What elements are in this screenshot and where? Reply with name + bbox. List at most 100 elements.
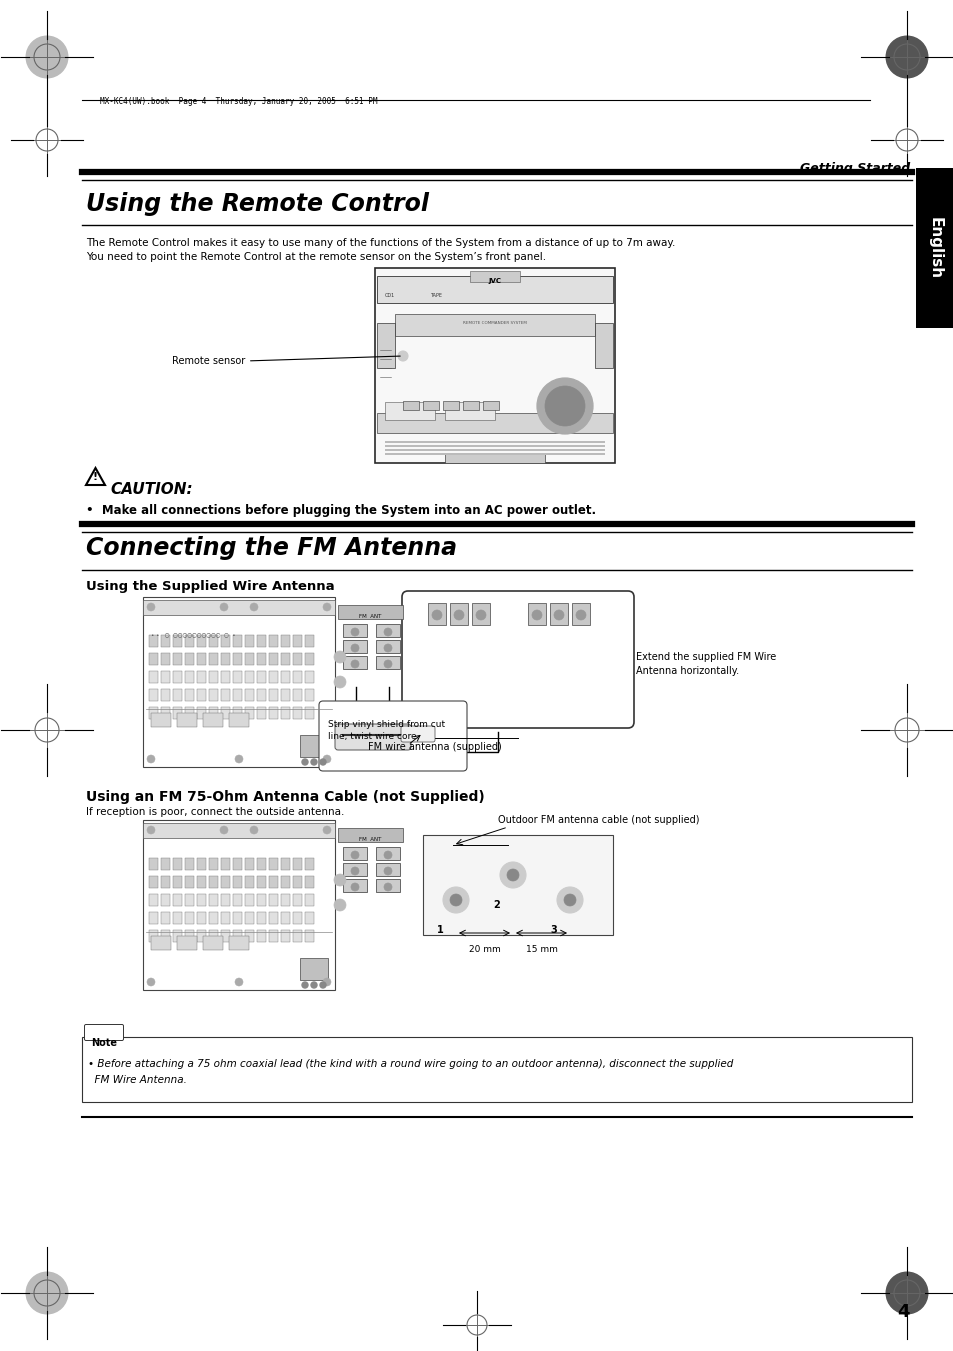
Bar bbox=[196, 875, 206, 888]
Bar bbox=[149, 912, 158, 924]
Bar bbox=[177, 713, 196, 727]
Bar bbox=[281, 653, 290, 665]
Text: 15 mm: 15 mm bbox=[525, 944, 557, 954]
Bar bbox=[151, 713, 171, 727]
Bar bbox=[444, 403, 495, 420]
Bar bbox=[161, 635, 170, 647]
Bar bbox=[376, 323, 395, 367]
Bar bbox=[343, 657, 367, 669]
Circle shape bbox=[323, 825, 331, 834]
Circle shape bbox=[319, 982, 326, 988]
Bar bbox=[245, 635, 253, 647]
Circle shape bbox=[351, 851, 358, 859]
FancyBboxPatch shape bbox=[401, 590, 634, 728]
Circle shape bbox=[311, 759, 316, 765]
Bar bbox=[209, 707, 218, 719]
Bar bbox=[177, 936, 196, 950]
Bar bbox=[143, 597, 335, 767]
Bar bbox=[299, 958, 328, 979]
Bar bbox=[196, 912, 206, 924]
Bar bbox=[572, 603, 589, 626]
Bar bbox=[385, 453, 604, 455]
Bar bbox=[185, 635, 193, 647]
Circle shape bbox=[319, 759, 326, 765]
Bar bbox=[196, 671, 206, 684]
Bar bbox=[221, 635, 230, 647]
Circle shape bbox=[442, 888, 469, 913]
Bar bbox=[269, 653, 277, 665]
Circle shape bbox=[334, 676, 346, 688]
Bar bbox=[172, 912, 182, 924]
Bar bbox=[209, 671, 218, 684]
Circle shape bbox=[334, 651, 346, 663]
Bar bbox=[305, 875, 314, 888]
Bar bbox=[269, 858, 277, 870]
Bar bbox=[82, 1038, 911, 1102]
Bar bbox=[209, 858, 218, 870]
Circle shape bbox=[537, 378, 593, 434]
Bar bbox=[375, 640, 399, 653]
Bar bbox=[256, 912, 266, 924]
Bar bbox=[245, 929, 253, 942]
Bar bbox=[305, 635, 314, 647]
Bar bbox=[269, 671, 277, 684]
Bar bbox=[172, 689, 182, 701]
Circle shape bbox=[557, 888, 582, 913]
Text: FM Wire Antenna.: FM Wire Antenna. bbox=[88, 1075, 187, 1085]
Bar bbox=[422, 835, 613, 935]
Bar bbox=[293, 635, 302, 647]
Bar bbox=[305, 689, 314, 701]
Circle shape bbox=[506, 869, 518, 881]
Bar bbox=[233, 858, 242, 870]
Bar bbox=[256, 689, 266, 701]
Bar bbox=[209, 653, 218, 665]
Bar bbox=[229, 936, 249, 950]
Text: FM  ANT: FM ANT bbox=[359, 613, 381, 619]
Bar bbox=[293, 875, 302, 888]
Bar bbox=[233, 875, 242, 888]
Circle shape bbox=[384, 884, 392, 892]
Bar bbox=[196, 635, 206, 647]
Circle shape bbox=[26, 1273, 68, 1313]
Text: •  Make all connections before plugging the System into an AC power outlet.: • Make all connections before plugging t… bbox=[86, 504, 596, 517]
Bar bbox=[915, 168, 953, 328]
Bar bbox=[172, 929, 182, 942]
Bar bbox=[256, 635, 266, 647]
Bar bbox=[299, 735, 328, 757]
Circle shape bbox=[532, 611, 541, 620]
Circle shape bbox=[26, 36, 68, 78]
Bar bbox=[151, 936, 171, 950]
Bar bbox=[245, 689, 253, 701]
Bar bbox=[149, 653, 158, 665]
Bar bbox=[422, 401, 438, 409]
Bar bbox=[245, 653, 253, 665]
Bar bbox=[595, 323, 613, 367]
Text: • Before attaching a 75 ohm coaxial lead (the kind with a round wire going to an: • Before attaching a 75 ohm coaxial lead… bbox=[88, 1059, 733, 1069]
Text: Using the Supplied Wire Antenna: Using the Supplied Wire Antenna bbox=[86, 580, 335, 593]
Circle shape bbox=[351, 628, 358, 636]
Text: 4: 4 bbox=[897, 1302, 909, 1321]
Circle shape bbox=[147, 825, 154, 834]
Bar bbox=[221, 653, 230, 665]
FancyBboxPatch shape bbox=[85, 1024, 123, 1040]
Bar bbox=[385, 440, 604, 443]
Bar bbox=[385, 403, 435, 420]
Text: 2: 2 bbox=[493, 900, 500, 911]
Bar bbox=[269, 875, 277, 888]
Bar bbox=[256, 894, 266, 907]
Bar bbox=[233, 894, 242, 907]
Bar bbox=[375, 657, 399, 669]
Text: 20 mm: 20 mm bbox=[468, 944, 500, 954]
Bar bbox=[281, 875, 290, 888]
Bar bbox=[256, 875, 266, 888]
Bar bbox=[233, 653, 242, 665]
Bar bbox=[245, 875, 253, 888]
Bar bbox=[450, 603, 468, 626]
Text: !: ! bbox=[92, 471, 98, 482]
Bar bbox=[281, 689, 290, 701]
Bar bbox=[161, 912, 170, 924]
Circle shape bbox=[499, 862, 525, 888]
Bar bbox=[196, 707, 206, 719]
Text: • •   ○  ○○○○○○○○○○  ○  •: • • ○ ○○○○○○○○○○ ○ • bbox=[151, 632, 235, 638]
Bar bbox=[149, 635, 158, 647]
